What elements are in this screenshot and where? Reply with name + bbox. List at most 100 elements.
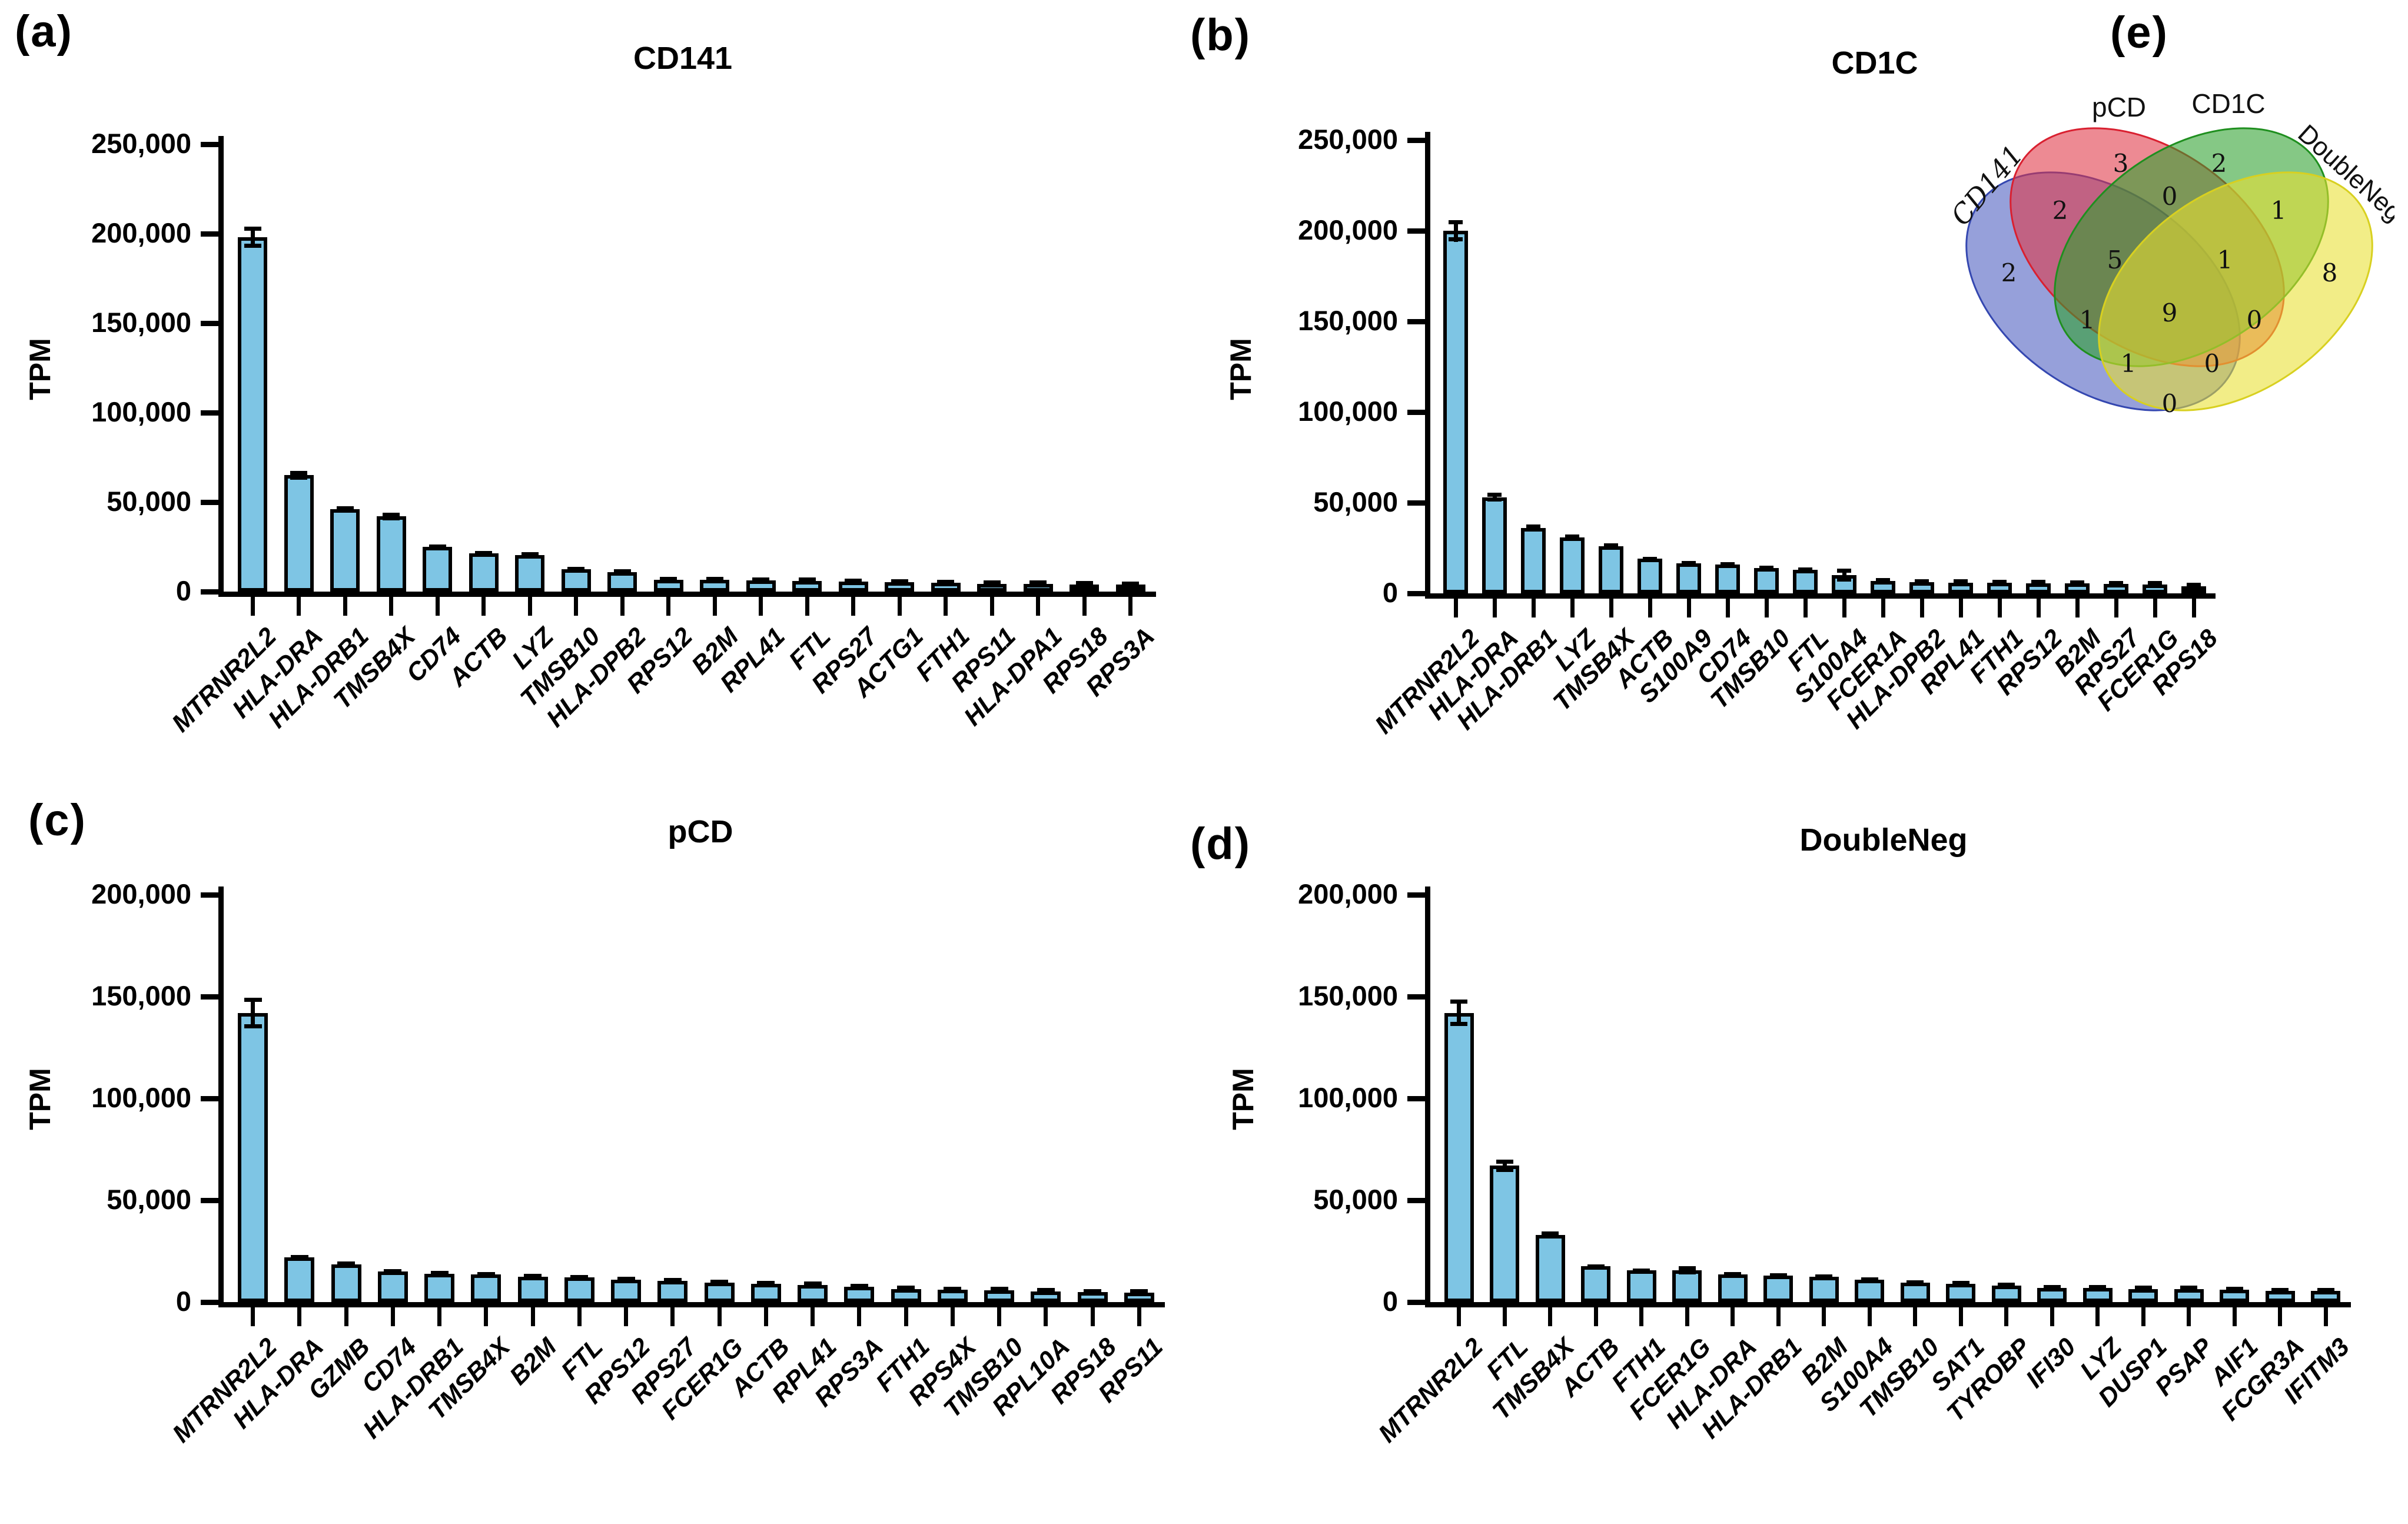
x-tick [2187, 1307, 2191, 1326]
x-tick [391, 1307, 395, 1326]
y-axis-line [218, 136, 224, 594]
bar [1560, 537, 1585, 593]
error-bar-cap [1084, 1289, 1101, 1293]
y-tick-label: 150,000 [91, 307, 191, 338]
x-tick [951, 1307, 955, 1326]
error-bar-cap [845, 579, 862, 583]
error-bar-cap [337, 1263, 355, 1267]
y-tick [1407, 500, 1427, 506]
bar [607, 572, 637, 592]
error-bar-line [1503, 1160, 1507, 1172]
error-bar-cap [1076, 584, 1093, 588]
x-tick [2192, 599, 2196, 617]
error-bar-cap [2180, 1286, 2197, 1290]
panel-title-pcd: pCD [667, 814, 733, 849]
panel-letter-a: (a) [15, 6, 73, 57]
bar [471, 1274, 501, 1302]
y-tick [201, 589, 221, 595]
error-bar-cap [2226, 1287, 2243, 1291]
x-tick [297, 597, 301, 616]
x-tick [1639, 1307, 1643, 1326]
error-bar-cap [1815, 1274, 1832, 1279]
error-bar-cap [1861, 1277, 1878, 1281]
error-bar-cap [944, 1289, 961, 1293]
x-tick [1493, 599, 1497, 617]
bar [564, 1277, 594, 1302]
error-bar-cap [1876, 578, 1890, 582]
error-bar-cap [991, 1290, 1008, 1294]
x-tick [251, 597, 255, 616]
y-tick-label: 250,000 [91, 128, 191, 159]
error-bar-cap [383, 516, 400, 520]
bar [1676, 563, 1701, 593]
error-bar-cap [1450, 1000, 1467, 1004]
error-bar-cap [1907, 1280, 1924, 1284]
error-bar-cap [475, 551, 492, 555]
x-tick [851, 597, 855, 616]
error-bar-cap [1084, 1291, 1101, 1296]
error-bar-cap [1449, 220, 1463, 224]
error-bar-cap [244, 998, 262, 1002]
y-tick-label: 50,000 [107, 1184, 191, 1215]
bar [331, 1264, 361, 1302]
error-bar-cap [984, 583, 1001, 587]
error-bar-cap [1542, 1231, 1559, 1236]
error-bar-cap [2317, 1288, 2334, 1292]
x-tick [1091, 1307, 1095, 1326]
y-tick-label: 100,000 [91, 396, 191, 427]
bar [1793, 570, 1818, 593]
error-bar-cap [706, 577, 723, 581]
x-tick [1532, 599, 1536, 617]
bar [469, 553, 499, 592]
venn-count-pCD_DoubleNeg: 0 [2247, 306, 2263, 334]
venn-count-CD141: 2 [2001, 258, 2017, 287]
venn-count-pCD_CD1C_DoubleNeg: 1 [2217, 245, 2233, 274]
error-bar-cap [891, 582, 908, 586]
x-tick [2037, 599, 2041, 617]
x-tick [1731, 1307, 1735, 1326]
x-tick [2278, 1307, 2282, 1326]
x-tick [2075, 599, 2080, 617]
x-tick [344, 1307, 348, 1326]
venn-set-DoubleNeg [2098, 171, 2373, 411]
y-tick [1407, 138, 1427, 143]
error-bar-cap [617, 1277, 635, 1281]
x-tick [2050, 1307, 2054, 1326]
x-tick [620, 597, 625, 616]
error-bar-cap [1130, 1292, 1148, 1296]
y-tick [1407, 892, 1427, 898]
error-bar-cap [1954, 582, 1968, 586]
error-bar-cap [660, 577, 677, 581]
error-bar-cap [1487, 493, 1502, 497]
error-bar-cap [799, 577, 816, 582]
x-tick [1959, 1307, 1963, 1326]
y-tick [1407, 591, 1427, 596]
x-axis-line [1425, 1302, 2351, 1307]
y-axis-line [218, 886, 224, 1304]
error-bar-cap [1992, 580, 2007, 584]
y-tick [1407, 994, 1427, 1000]
venn-count-CD141_pCD_DoubleNeg: 0 [2204, 349, 2220, 378]
x-tick [764, 1307, 768, 1326]
error-bar-cap [244, 227, 261, 231]
bar [1672, 1270, 1702, 1302]
error-bar-cap [1759, 566, 1773, 570]
venn-count-pCD_CD1C: 0 [2162, 182, 2178, 211]
venn-count-CD141_pCD_CD1C_DoubleNeg: 9 [2162, 298, 2178, 327]
error-bar-cap [290, 476, 307, 480]
error-bar-cap [1449, 237, 1463, 241]
x-tick [1128, 597, 1132, 616]
y-tick [201, 500, 221, 505]
y-tick [201, 994, 221, 1000]
y-tick-label: 0 [175, 1286, 191, 1317]
error-bar-cap [1992, 582, 2007, 586]
x-tick [2141, 1307, 2145, 1326]
bar [1444, 1013, 1474, 1302]
error-bar-cap [2187, 583, 2201, 587]
x-tick [1457, 1307, 1461, 1326]
y-tick-label: 100,000 [91, 1082, 191, 1113]
error-bar-cap [1633, 1269, 1650, 1273]
x-tick [1609, 599, 1613, 617]
